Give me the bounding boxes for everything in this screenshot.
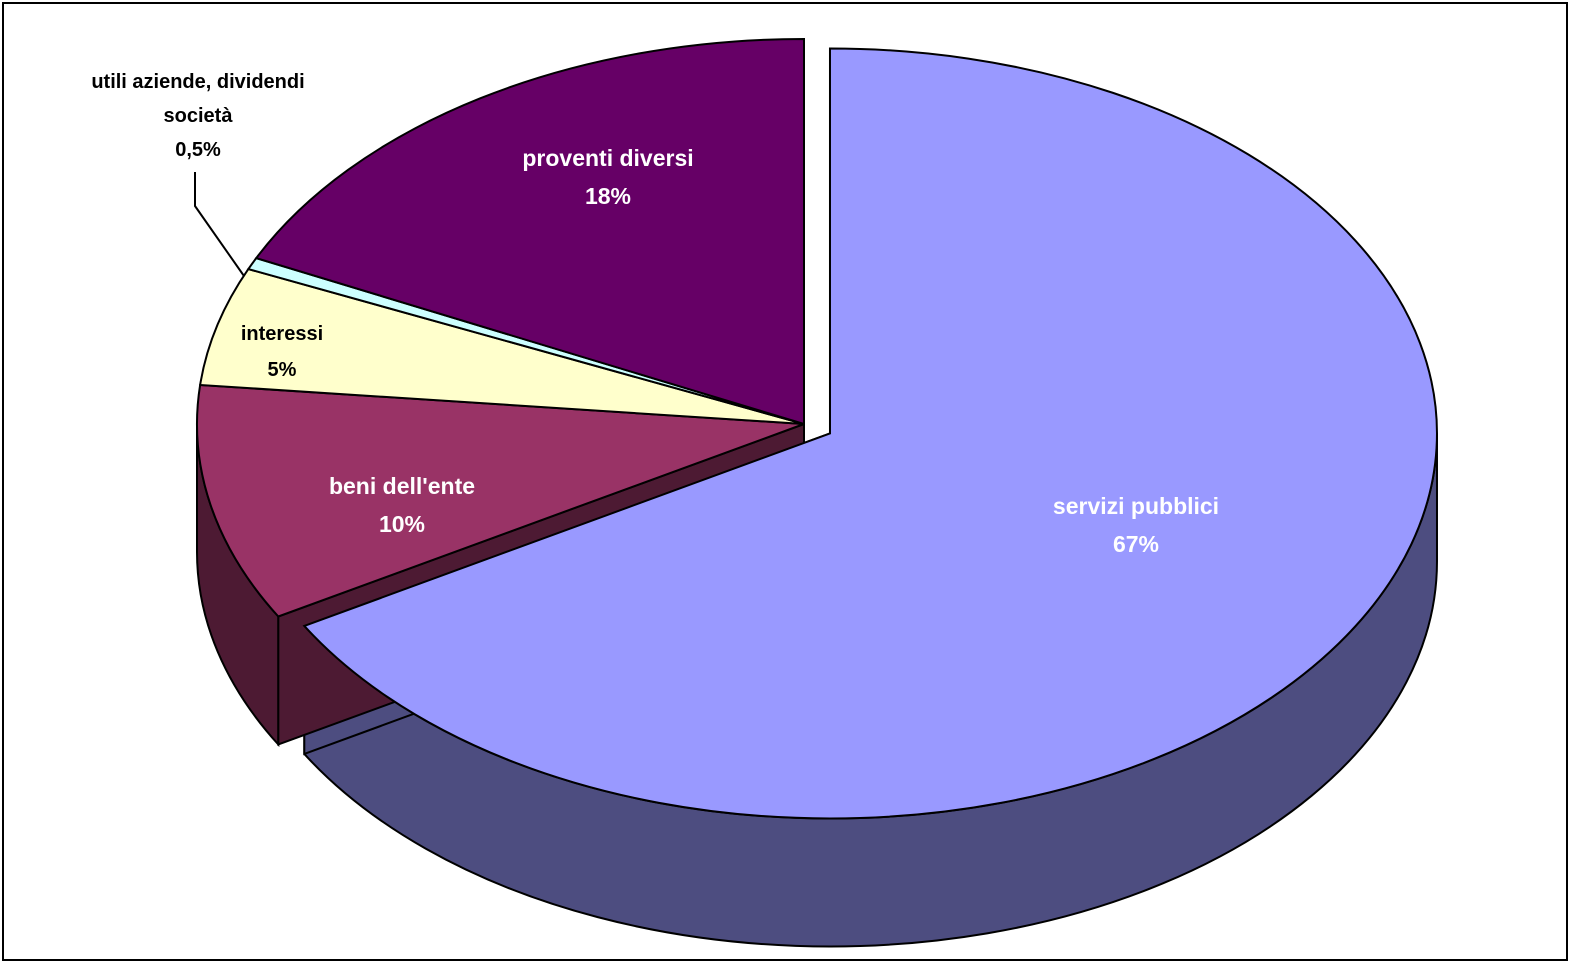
label-proventi-diversi: proventi diversi xyxy=(522,145,693,171)
label-interessi-pct: 5% xyxy=(268,359,297,381)
labels-layer: servizi pubblici 67% beni dell'ente 10% … xyxy=(91,71,1219,557)
pie-chart: servizi pubblici 67% beni dell'ente 10% … xyxy=(91,37,1438,948)
slice-servizi-pubblici xyxy=(302,47,1438,820)
slices-layer xyxy=(196,37,1438,948)
label-beni-ente-pct: 10% xyxy=(379,511,425,537)
label-proventi-diversi-pct: 18% xyxy=(585,183,631,209)
slice-proventi-diversi xyxy=(254,37,805,426)
slice-beni-dell-ente xyxy=(196,383,805,618)
slice-interessi xyxy=(198,267,805,425)
label-servizi-pubblici-pct: 67% xyxy=(1113,531,1159,557)
label-beni-ente: beni dell'ente xyxy=(329,473,475,499)
label-interessi: interessi xyxy=(241,323,323,345)
label-servizi-pubblici: servizi pubblici xyxy=(1053,493,1219,519)
label-utili-aziende-line2: società xyxy=(164,105,234,127)
label-utili-aziende: utili aziende, dividendi xyxy=(91,71,304,93)
leader-line-utili xyxy=(194,172,245,277)
label-utili-aziende-pct: 0,5% xyxy=(175,139,221,161)
